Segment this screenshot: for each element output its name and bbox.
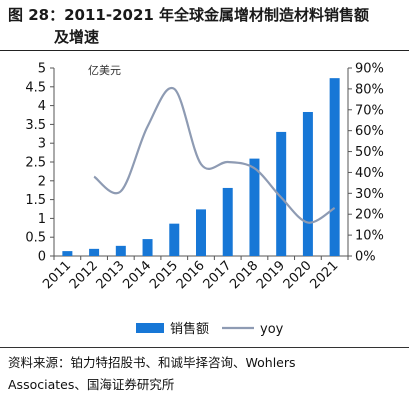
x-tick-label: 2016 [174,258,208,292]
sales-bar [115,245,126,256]
x-tick-label: 2015 [147,258,181,292]
y-left-tick-label: 0 [38,250,46,265]
yoy-line [93,86,336,224]
legend-label-yoy: yoy [260,322,284,337]
legend-swatch-sales [136,323,164,333]
x-tick-label: 2021 [307,258,341,292]
sales-bar [222,187,233,256]
y-left-tick-label: 2 [38,174,46,189]
source-line2: Associates、国海证券研究所 [8,377,175,392]
sales-bar [89,248,100,256]
sales-growth-chart: 亿美元 00.511.522.533.544.550%10%20%30%40%5… [25,62,384,338]
x-tick-label: 2014 [120,258,154,292]
y-right-tick-label: 60% [355,124,384,139]
y-right-tick-label: 50% [355,145,384,160]
figure-title: 图 28：2011-2021 年全球金属增材制造材料销售额 及增速 [8,4,403,48]
sales-bar [329,78,340,256]
sales-bar [276,131,287,256]
y-left-tick-label: 0.5 [25,231,46,246]
y-left-tick-label: 3 [38,137,46,152]
sales-bar [169,223,180,256]
unit-label: 亿美元 [88,64,121,77]
source-note: 资料来源：铂力特招股书、和诚毕择咨询、Wohlers Associates、国海… [8,352,406,396]
y-left-tick-label: 4.5 [25,80,46,95]
y-right-tick-label: 80% [355,82,384,97]
legend-label-sales: 销售额 [170,321,209,337]
y-left-tick-label: 3.5 [25,118,46,133]
y-left-tick-label: 2.5 [25,156,46,171]
figure-title-line2: 及增速 [54,28,100,46]
y-right-tick-label: 90% [355,62,384,77]
y-left-tick-label: 1 [38,212,46,227]
y-right-tick-label: 30% [355,187,384,202]
y-left-tick-label: 5 [38,62,46,77]
x-tick-label: 2019 [254,258,288,292]
y-right-tick-label: 10% [355,229,384,244]
chart-legend: 销售额 yoy [136,321,284,337]
x-tick-label: 2012 [67,258,101,292]
x-tick-label: 2017 [201,258,235,292]
title-divider [0,50,409,51]
y-left-tick-label: 1.5 [25,193,46,208]
y-right-tick-label: 20% [355,208,384,223]
x-tick-label: 2013 [94,258,128,292]
sales-bar [302,111,313,256]
y-right-tick-label: 0% [355,250,376,265]
sales-bar [249,158,260,256]
sales-bar [142,239,153,256]
source-divider [0,347,409,348]
y-left-tick-label: 4 [38,99,46,114]
y-right-tick-label: 70% [355,103,384,118]
x-tick-label: 2020 [281,258,315,292]
y-right-tick-label: 40% [355,166,384,181]
figure-title-line1: 图 28：2011-2021 年全球金属增材制造材料销售额 [8,6,370,24]
sales-bar [62,251,73,256]
x-tick-label: 2018 [227,258,261,292]
source-line1: 资料来源：铂力特招股书、和诚毕择咨询、Wohlers [8,355,296,370]
sales-bar [196,209,206,256]
